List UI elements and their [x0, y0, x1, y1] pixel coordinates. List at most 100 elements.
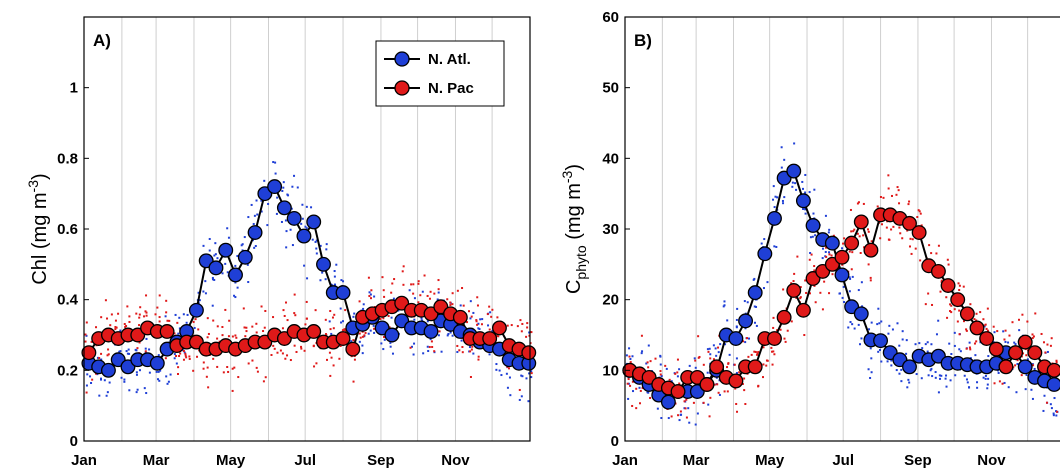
- observation-dot: [869, 276, 872, 279]
- observation-dot: [928, 244, 931, 247]
- observation-dot: [306, 277, 309, 280]
- observation-dot: [519, 319, 522, 322]
- observation-dot: [631, 355, 634, 358]
- observation-dot: [329, 309, 332, 312]
- observation-dot: [250, 203, 253, 206]
- data-point-n-atl: [728, 331, 744, 346]
- observation-dot: [179, 352, 182, 355]
- observation-dot: [470, 315, 473, 318]
- data-point-n-atl: [188, 302, 204, 318]
- observation-dot: [1018, 329, 1021, 332]
- observation-dot: [333, 275, 336, 278]
- observation-dot: [1046, 350, 1049, 353]
- observation-dot: [236, 286, 239, 289]
- observation-dot: [135, 349, 138, 352]
- data-point-n-pac: [959, 306, 975, 322]
- observation-dot: [665, 367, 668, 370]
- observation-dot: [975, 340, 978, 343]
- observation-dot: [709, 353, 712, 356]
- observation-dot: [702, 401, 705, 404]
- observation-dot: [233, 366, 236, 369]
- observation-dot: [387, 315, 390, 318]
- observation-dot: [176, 321, 179, 324]
- observation-dot: [795, 188, 798, 191]
- observation-dot: [274, 161, 277, 164]
- observation-dot: [1013, 341, 1016, 344]
- observation-dot: [876, 323, 879, 326]
- observation-dot: [240, 244, 243, 247]
- observation-dot: [117, 312, 120, 315]
- observation-dot: [109, 324, 112, 327]
- observation-dot: [762, 376, 765, 379]
- observation-dot: [192, 369, 195, 372]
- y-tick-label: 10: [602, 362, 619, 379]
- observation-dot: [938, 374, 941, 377]
- observation-dot: [841, 263, 844, 266]
- observation-dot: [706, 371, 709, 374]
- observation-dot: [937, 244, 940, 247]
- observation-dot: [530, 370, 533, 373]
- observation-dot: [892, 225, 895, 228]
- observation-dot: [157, 354, 160, 357]
- data-point-n-atl: [805, 218, 821, 233]
- observation-dot: [459, 304, 462, 307]
- observation-dot: [898, 226, 901, 229]
- observation-dot: [135, 371, 138, 374]
- observation-dot: [234, 334, 237, 337]
- observation-dot: [953, 331, 956, 334]
- observation-dot: [370, 289, 373, 292]
- observation-dot: [640, 334, 643, 337]
- observation-dot: [173, 332, 176, 335]
- observation-dot: [169, 373, 172, 376]
- observation-dot: [927, 292, 930, 295]
- observation-dot: [224, 308, 227, 311]
- observation-dot: [85, 321, 88, 324]
- observation-dot: [120, 376, 123, 379]
- observation-dot: [1003, 338, 1006, 341]
- observation-dot: [743, 377, 746, 380]
- observation-dot: [683, 400, 686, 403]
- observation-dot: [136, 388, 139, 391]
- observation-dot: [860, 281, 863, 284]
- observation-dot: [468, 310, 471, 313]
- observation-dot: [251, 325, 254, 328]
- observation-dot: [1017, 318, 1020, 321]
- observation-dot: [791, 185, 794, 188]
- observation-dot: [98, 357, 101, 360]
- observation-dot: [291, 244, 294, 247]
- observation-dot: [158, 294, 161, 297]
- observation-dot: [300, 222, 303, 225]
- observation-dot: [383, 295, 386, 298]
- observation-dot: [329, 374, 332, 377]
- observation-dot: [722, 305, 725, 308]
- observation-dot: [750, 353, 753, 356]
- observation-dot: [784, 340, 787, 343]
- observation-dot: [735, 357, 738, 360]
- observation-dot: [497, 335, 500, 338]
- observation-dot: [828, 253, 831, 256]
- observation-dot: [300, 347, 303, 350]
- observation-dot: [850, 230, 853, 233]
- observation-dot: [1001, 382, 1004, 385]
- observation-dot: [138, 369, 141, 372]
- observation-dot: [639, 389, 642, 392]
- observation-dot: [382, 289, 385, 292]
- observation-dot: [284, 219, 287, 222]
- observation-dot: [910, 252, 913, 255]
- observation-dot: [647, 344, 650, 347]
- observation-dot: [456, 344, 459, 347]
- observation-dot: [520, 330, 523, 333]
- observation-dot: [723, 390, 726, 393]
- observation-dot: [891, 328, 894, 331]
- observation-dot: [870, 371, 873, 374]
- data-point-n-pac: [930, 263, 946, 279]
- observation-dot: [369, 329, 372, 332]
- observation-dot: [338, 357, 341, 360]
- observation-dot: [114, 319, 117, 322]
- observation-dot: [1049, 344, 1052, 347]
- observation-dot: [1015, 391, 1018, 394]
- observation-dot: [1016, 362, 1019, 365]
- observation-dot: [908, 200, 911, 203]
- observation-dot: [748, 337, 751, 340]
- observation-dot: [878, 348, 881, 351]
